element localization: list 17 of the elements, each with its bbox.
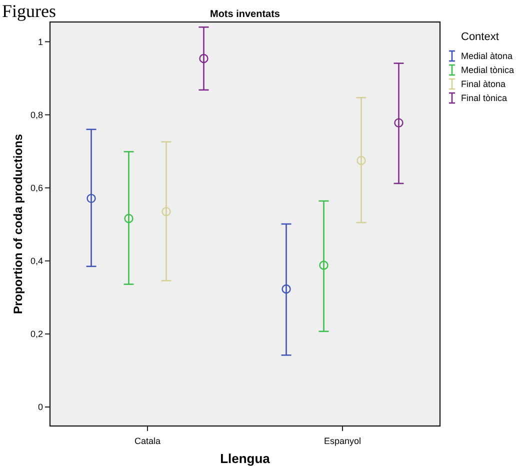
x-tick-label: Espanyol bbox=[324, 436, 362, 446]
chart-title: Mots inventats bbox=[210, 9, 280, 20]
y-tick-label: 0,6 bbox=[30, 182, 43, 193]
y-tick-label: 0,4 bbox=[30, 256, 43, 266]
x-axis-title: Llengua bbox=[220, 451, 271, 466]
legend-label: Medial àtona bbox=[461, 51, 513, 62]
legend-label: Medial tònica bbox=[461, 65, 514, 76]
y-tick-label: 1 bbox=[38, 36, 43, 47]
y-axis-title: Proportion of coda productions bbox=[11, 134, 25, 314]
y-tick-label: 0 bbox=[38, 402, 43, 412]
y-tick-label: 0,8 bbox=[30, 110, 43, 120]
legend-title: Context bbox=[461, 31, 499, 43]
x-tick-label: Catala bbox=[134, 436, 161, 446]
legend-label: Final tònica bbox=[461, 93, 508, 104]
text: Figures bbox=[2, 1, 56, 21]
legend-label: Final àtona bbox=[461, 79, 506, 90]
y-tick-label: 0,2 bbox=[30, 329, 43, 340]
